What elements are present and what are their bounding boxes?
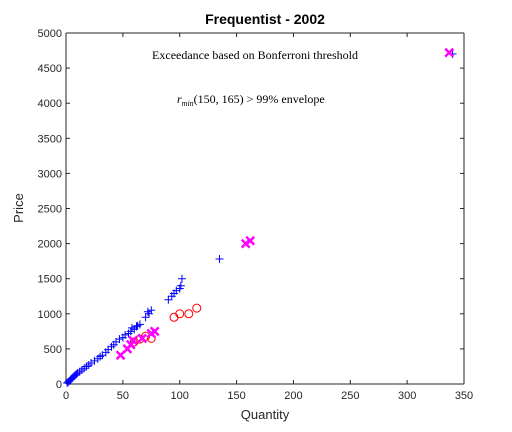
data-point-x <box>137 333 148 344</box>
x-axis-label: Quantity <box>241 407 290 422</box>
data-point-x <box>128 335 138 346</box>
data-point-plus <box>177 274 186 283</box>
y-axis-ticks: 0 500 1000 1500 2000 2500 3000 3500 4000 4500 5000 <box>38 28 464 391</box>
data-point-circle <box>184 309 194 319</box>
x-tick-label: 0 <box>63 390 69 402</box>
data-point-plus <box>141 313 150 322</box>
data-points <box>63 47 457 387</box>
data-point-plus <box>127 323 136 332</box>
y-tick-label: 5000 <box>38 28 62 40</box>
data-point-plus <box>115 335 124 344</box>
data-point-plus <box>121 330 130 339</box>
y-tick-label: 2000 <box>38 239 62 251</box>
y-tick-label: 2500 <box>38 204 62 216</box>
data-point-plus <box>215 255 224 264</box>
x-tick-label: 200 <box>284 390 302 402</box>
y-tick-label: 1500 <box>38 274 62 286</box>
x-tick-label: 250 <box>341 390 359 402</box>
x-tick-label: 350 <box>455 390 473 402</box>
annotation-r: r <box>177 92 182 106</box>
data-point-plus <box>164 295 173 304</box>
data-point-plus <box>132 322 141 331</box>
data-point-circle <box>192 303 202 313</box>
data-point-plus <box>147 306 156 315</box>
annotation-threshold: Exceedance based on Bonferroni threshold <box>152 48 358 62</box>
data-point-x <box>149 326 160 337</box>
y-axis-label: Price <box>11 193 26 223</box>
y-tick-label: 4000 <box>38 98 62 110</box>
plot-area <box>66 33 464 384</box>
y-tick-label: 1000 <box>38 309 62 321</box>
data-point-plus <box>133 321 142 330</box>
x-tick-label: 300 <box>398 390 416 402</box>
annotation-rest: (150, 165) > 99% envelope <box>194 92 325 106</box>
data-point-plus <box>172 286 181 295</box>
data-point-plus <box>126 327 135 336</box>
annotation-sub: min <box>182 99 194 108</box>
y-tick-label: 4500 <box>38 63 62 75</box>
x-tick-label: 50 <box>117 390 129 402</box>
data-point-x <box>444 47 455 58</box>
x-tick-label: 150 <box>227 390 245 402</box>
x-axis-ticks: 0 50 100 150 200 250 300 350 <box>63 33 473 402</box>
annotation-envelope: rmin(150, 165) > 99% envelope <box>177 92 325 108</box>
data-point-plus <box>143 307 152 316</box>
y-tick-label: 0 <box>56 379 62 391</box>
y-tick-label: 3500 <box>38 133 62 145</box>
data-point-circle <box>175 309 185 319</box>
plot-frame <box>65 32 465 385</box>
y-tick-label: 3000 <box>38 168 62 180</box>
data-point-x <box>245 235 256 246</box>
chart-title: Frequentist - 2002 <box>205 11 325 27</box>
x-tick-label: 100 <box>171 390 189 402</box>
data-point-plus <box>176 281 185 290</box>
y-tick-label: 500 <box>44 344 62 356</box>
data-point-plus <box>87 358 96 367</box>
data-point-plus <box>90 356 99 365</box>
